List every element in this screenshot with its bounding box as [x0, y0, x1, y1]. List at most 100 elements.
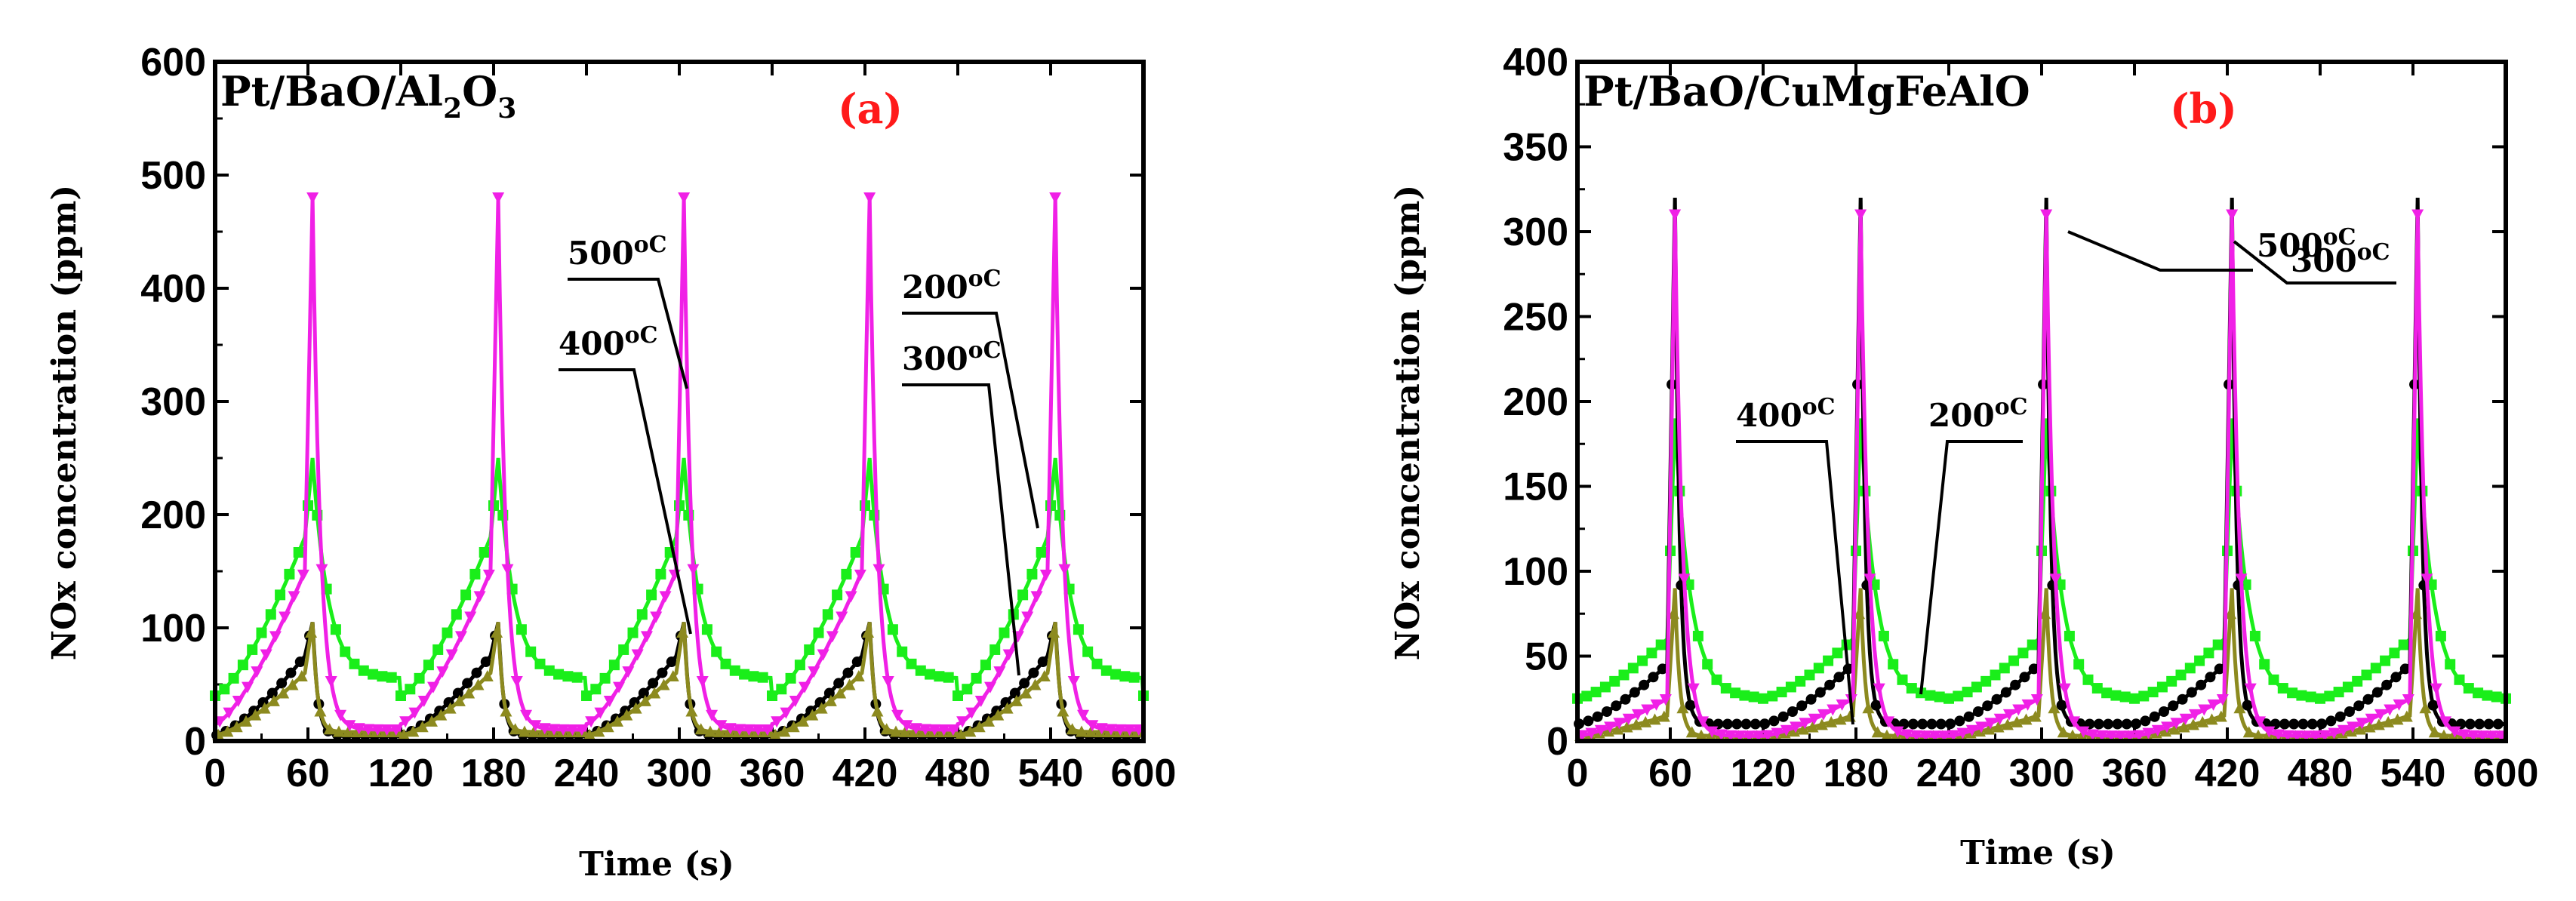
- panel-b-point-500C: [1888, 659, 1899, 670]
- panel-a-point-300C: [500, 705, 512, 717]
- panel-b-point-200C: [1799, 718, 1811, 730]
- panel-b-point-400C: [2362, 693, 2374, 705]
- panel-a-point-300C: [267, 694, 280, 706]
- panel-a-point-500C: [1119, 671, 1131, 682]
- panel-a-point-500C: [368, 669, 379, 680]
- panel-b-point-200C: [2095, 730, 2108, 742]
- panel-a-xlabel: Time (s): [579, 845, 734, 884]
- panel-a-point-500C: [636, 609, 648, 620]
- panel-a-point-400C: [842, 667, 854, 678]
- panel-b-point-200C: [2142, 727, 2155, 740]
- panel-b-point-400C: [2334, 711, 2346, 722]
- panel-b-point-300C: [2159, 725, 2171, 737]
- panel-b-point-400C: [2492, 718, 2504, 730]
- panel-b-point-400C: [2344, 706, 2355, 717]
- panel-a-point-500C: [432, 644, 444, 655]
- panel-b-point-200C: [1641, 704, 1654, 716]
- panel-a-point-300C: [806, 709, 819, 721]
- svg-text:300oC: 300oC: [2291, 239, 2390, 279]
- panel-b-point-400C: [2140, 715, 2151, 727]
- panel-b-point-500C: [2073, 659, 2085, 670]
- panel-a-point-500C: [627, 627, 639, 638]
- panel-b-point-300C: [2233, 702, 2246, 714]
- panel-b-point-400C: [2214, 663, 2225, 675]
- panel-a-point-500C: [534, 658, 546, 669]
- panel-b-point-200C: [2356, 718, 2368, 730]
- panel-a-point-500C: [330, 624, 341, 635]
- panel-b-point-200C: [2002, 709, 2015, 721]
- panel-a-point-200C: [696, 676, 709, 688]
- panel-a-point-300C: [685, 705, 698, 717]
- panel-a-point-300C: [240, 715, 252, 727]
- panel-a-point-200C: [622, 666, 635, 678]
- panel-a-point-500C: [516, 624, 527, 635]
- panel-a-point-400C: [462, 678, 473, 689]
- panel-b-point-400C: [2186, 687, 2197, 698]
- panel-a-point-500C: [776, 684, 787, 695]
- panel-b-point-200C: [2235, 574, 2248, 586]
- panel-a-point-500C: [228, 672, 239, 684]
- panel-a-point-500C: [284, 568, 295, 580]
- panel-b-point-200C: [1928, 730, 1941, 743]
- panel-b-point-200C: [1771, 727, 1784, 740]
- panel-a-point-500C: [711, 646, 722, 657]
- panel-a-point-500C: [971, 672, 982, 684]
- panel-a-point-200C: [909, 723, 922, 735]
- panel-b-ytick-label: 250: [1503, 296, 1568, 340]
- panel-a-point-500C: [757, 672, 768, 683]
- panel-a-point-500C: [785, 672, 796, 684]
- panel-a-point-200C: [408, 707, 421, 719]
- panel-b-point-300C: [2242, 726, 2255, 738]
- panel-b-point-500C: [1758, 693, 1768, 704]
- panel-a-point-200C: [594, 707, 607, 719]
- panel-a-xtick-label: 240: [554, 752, 620, 795]
- panel-a-point-500C: [748, 671, 759, 682]
- panel-b-point-500C: [1795, 675, 1806, 687]
- panel-b-leader-300: [2233, 240, 2396, 284]
- panel-a-point-300C: [1048, 626, 1060, 638]
- panel-b-point-500C: [2389, 647, 2400, 659]
- panel-b-point-400C: [1685, 700, 1696, 711]
- panel-a-point-300C: [398, 728, 411, 740]
- panel-b-point-400C: [1611, 700, 1622, 712]
- panel-b-point-400C: [1740, 718, 1752, 730]
- panel-b-point-200C: [2374, 709, 2387, 721]
- panel-a-point-400C: [276, 678, 288, 689]
- panel-a-point-200C: [984, 681, 997, 693]
- panel-b-point-200C: [2328, 727, 2341, 740]
- panel-a-point-300C: [1001, 702, 1014, 714]
- panel-b-series-200C: [1576, 209, 2507, 743]
- panel-a-title: Pt/BaO/Al2O3: [220, 67, 516, 125]
- panel-b-point-200C: [1752, 730, 1765, 743]
- panel-b-xtick-label: 300: [2009, 752, 2075, 795]
- panel-b-point-300C: [1676, 702, 1689, 714]
- panel-b-point-300C: [1881, 729, 1893, 741]
- panel-a-point-200C: [585, 716, 598, 728]
- panel-b-point-200C: [2309, 730, 2322, 743]
- panel-b-point-200C: [2133, 730, 2146, 742]
- panel-a-point-200C: [900, 720, 913, 732]
- panel-a-point-400C: [833, 678, 845, 689]
- panel-b-point-500C: [2119, 691, 2131, 703]
- panel-b-point-500C: [2166, 675, 2177, 687]
- panel-a-point-300C: [314, 705, 327, 717]
- panel-b-point-200C: [1594, 724, 1607, 736]
- panel-b-point-200C: [1762, 730, 1774, 742]
- svg-text:200oC: 200oC: [1928, 394, 2028, 434]
- panel-a-point-500C: [599, 672, 611, 684]
- panel-a-point-500C: [832, 589, 843, 601]
- panel-a-point-500C: [618, 644, 629, 655]
- panel-a-point-200C: [1095, 723, 1108, 735]
- panel-b-xtick-label: 180: [1824, 752, 1889, 795]
- panel-a-point-200C: [733, 724, 746, 736]
- panel-b-ytick-label: 50: [1525, 635, 1568, 679]
- panel-a-point-200C: [352, 723, 365, 735]
- panel-a-point-200C: [724, 723, 737, 735]
- panel-a-xtick-label: 180: [461, 752, 527, 795]
- panel-b-point-200C: [2114, 730, 2127, 743]
- panel-b-point-200C: [1817, 709, 1830, 721]
- panel-b-point-300C: [1890, 730, 1903, 742]
- panel-a-frame: [213, 60, 1146, 743]
- panel-a-point-200C: [928, 724, 941, 736]
- panel-b-point-500C: [2212, 639, 2224, 650]
